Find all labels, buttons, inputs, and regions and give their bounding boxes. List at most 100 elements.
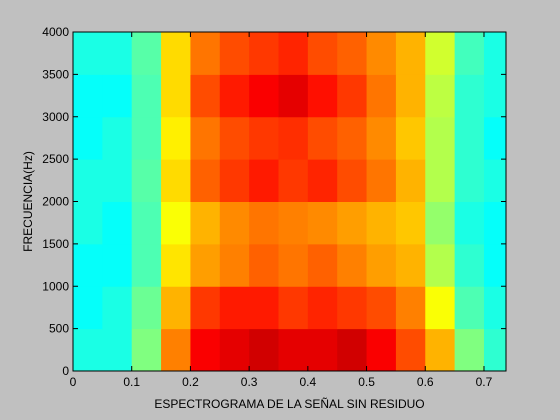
heatmap-cell: [307, 328, 338, 371]
heatmap-cell: [278, 74, 309, 118]
heatmap-cell: [366, 328, 397, 371]
heatmap-cell: [73, 328, 103, 371]
heatmap-cell: [190, 32, 221, 75]
heatmap-cell: [366, 74, 397, 118]
y-tick-label: 1000: [42, 279, 69, 293]
heatmap-cell: [307, 74, 338, 118]
heatmap-cell: [190, 116, 221, 160]
heatmap-cell: [161, 328, 191, 371]
heatmap-cell: [249, 159, 279, 202]
heatmap-cell: [366, 116, 397, 160]
heatmap-cell: [131, 74, 162, 118]
heatmap-cell: [131, 286, 162, 330]
heatmap-cell: [425, 116, 456, 160]
heatmap-cell: [219, 159, 250, 202]
x-tick-label: 0.6: [417, 375, 434, 389]
heatmap-cell: [425, 328, 456, 371]
heatmap-cell: [102, 74, 133, 118]
heatmap-cell: [73, 74, 103, 118]
x-tick-label: 0.1: [123, 375, 140, 389]
heatmap-cell: [337, 116, 368, 160]
heatmap-cell: [249, 32, 279, 75]
heatmap-cell: [278, 328, 309, 371]
x-tick-label: 0.4: [300, 375, 317, 389]
heatmap-cell: [73, 243, 103, 287]
heatmap-cell: [366, 159, 397, 202]
heatmap-cell: [425, 201, 456, 245]
heatmap-cell: [249, 243, 279, 287]
heatmap-cell: [483, 328, 506, 371]
heatmap-cell: [395, 201, 426, 245]
heatmap-cell: [73, 159, 103, 202]
heatmap-cell: [425, 32, 456, 75]
heatmap-cell: [161, 243, 191, 287]
heatmap-cell: [454, 201, 485, 245]
plot-area: [73, 32, 506, 371]
heatmap-cell: [249, 286, 279, 330]
y-tick-label: 0: [62, 364, 69, 378]
heatmap-cell: [249, 116, 279, 160]
heatmap-cell: [454, 243, 485, 287]
heatmap-cell: [337, 32, 368, 75]
heatmap-cell: [337, 286, 368, 330]
heatmap-cell: [102, 32, 133, 75]
heatmap-cell: [102, 328, 133, 371]
heatmap-cell: [395, 116, 426, 160]
y-tick-label: 2000: [42, 195, 69, 209]
heatmap-cell: [161, 116, 191, 160]
heatmap-cell: [483, 286, 506, 330]
heatmap-cell: [161, 286, 191, 330]
heatmap-cell: [102, 116, 133, 160]
x-tick-label: 0.7: [476, 375, 493, 389]
heatmap-cell: [249, 74, 279, 118]
heatmap-cell: [131, 159, 162, 202]
heatmap-cell: [278, 116, 309, 160]
heatmap-cell: [190, 201, 221, 245]
heatmap-cell: [278, 201, 309, 245]
heatmap-cell: [307, 286, 338, 330]
x-tick-label: 0: [70, 375, 77, 389]
y-tick-label: 4000: [42, 25, 69, 39]
y-tick-label: 2500: [42, 152, 69, 166]
heatmap-cell: [190, 286, 221, 330]
heatmap-cell: [307, 116, 338, 160]
heatmap-cell: [73, 201, 103, 245]
heatmap-cell: [366, 243, 397, 287]
y-tick-label: 3000: [42, 110, 69, 124]
heatmap-cell: [102, 243, 133, 287]
heatmap-cell: [395, 243, 426, 287]
heatmap-cell: [395, 159, 426, 202]
heatmap-cell: [395, 32, 426, 75]
heatmap-cell: [131, 32, 162, 75]
heatmap-cell: [219, 116, 250, 160]
y-tick-label: 1500: [42, 237, 69, 251]
x-tick-label: 0.2: [182, 375, 199, 389]
heatmap-cell: [278, 159, 309, 202]
heatmap-cell: [425, 74, 456, 118]
heatmap-cell: [219, 286, 250, 330]
heatmap-cell: [190, 243, 221, 287]
heatmap-cell: [483, 116, 506, 160]
heatmap-cell: [161, 32, 191, 75]
heatmap-cell: [278, 243, 309, 287]
heatmap-cell: [425, 243, 456, 287]
x-tick-label: 0.3: [241, 375, 258, 389]
heatmap-cell: [307, 243, 338, 287]
heatmap-cell: [161, 201, 191, 245]
heatmap-cell: [454, 159, 485, 202]
heatmap-cell: [307, 32, 338, 75]
heatmap-cell: [131, 116, 162, 160]
y-tick-label: 3500: [42, 67, 69, 81]
heatmap-cell: [483, 32, 506, 75]
heatmap-cell: [249, 328, 279, 371]
heatmap-cell: [73, 286, 103, 330]
heatmap-cell: [454, 328, 485, 371]
heatmap-cell: [395, 74, 426, 118]
heatmap-cell: [454, 116, 485, 160]
heatmap-cell: [425, 286, 456, 330]
heatmap-cell: [366, 201, 397, 245]
heatmap-cell: [366, 286, 397, 330]
heatmap-cell: [219, 32, 250, 75]
